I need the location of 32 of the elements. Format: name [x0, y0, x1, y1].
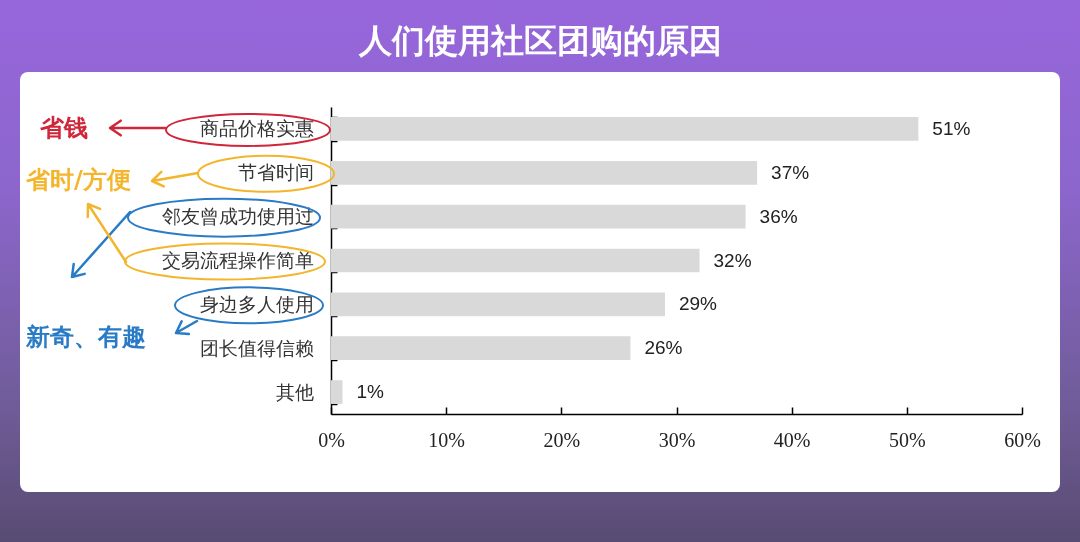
- bar: [331, 204, 746, 229]
- data-label: 37%: [771, 161, 810, 183]
- x-tick-label: 20%: [543, 428, 581, 451]
- y-tick-label: 团长值得信赖: [199, 337, 314, 359]
- data-label: 26%: [644, 337, 683, 359]
- y-tick-label: 其他: [275, 381, 314, 403]
- y-tick-label: 商品价格实惠: [199, 118, 314, 140]
- bar: [331, 292, 665, 317]
- data-label: 32%: [713, 249, 752, 271]
- x-tick-label: 10%: [428, 428, 465, 451]
- bar: [331, 117, 919, 141]
- y-tick-label: 交易流程操作简单: [161, 250, 314, 271]
- x-tick-label: 50%: [889, 428, 926, 451]
- chart-title: 人们使用社区团购的原因: [357, 20, 723, 62]
- text: 省时/方便: [26, 165, 131, 195]
- bar: [331, 248, 700, 273]
- data-label: 29%: [678, 293, 718, 315]
- text: 新奇、有趣: [26, 322, 146, 352]
- bar: [331, 336, 631, 361]
- x-tick-label: 30%: [658, 428, 696, 451]
- y-tick-label: 邻友曾成功使用过: [161, 206, 314, 228]
- data-label: 1%: [356, 381, 385, 403]
- y-tick-label: 身边多人使用: [199, 293, 314, 315]
- bar: [331, 160, 758, 185]
- x-tick-label: 0%: [318, 428, 345, 451]
- x-tick-label: 60%: [1004, 428, 1041, 451]
- data-label: 51%: [932, 117, 971, 139]
- y-tick-label: 节省时间: [237, 162, 314, 184]
- x-tick-label: 40%: [773, 428, 811, 451]
- text: 省钱: [40, 113, 88, 143]
- data-label: 36%: [759, 205, 798, 227]
- bar: [331, 380, 343, 404]
